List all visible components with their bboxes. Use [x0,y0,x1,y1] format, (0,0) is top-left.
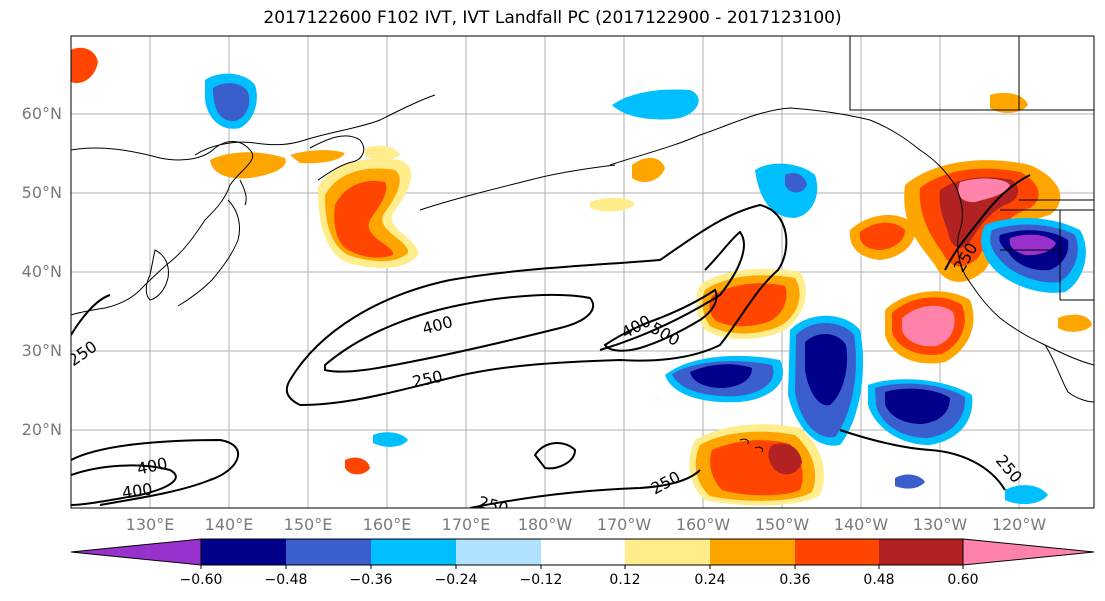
lon-label: 160°W [675,515,731,534]
coast-alaska [609,107,956,186]
contour-label: 250 [65,337,101,370]
fill-neg-wp1 [373,432,408,447]
fill-neg-siberia-mid [213,83,250,122]
contour-250-south-mid [469,469,701,508]
lat-label: 40°N [21,262,62,281]
contour-label: 400 [121,479,154,502]
fill-pos-mid [590,197,635,212]
colorbar-tick-label: 0.24 [694,572,726,588]
lat-label: 30°N [21,341,62,360]
colorbar-swatch [541,539,625,565]
contour-400-sw [71,464,177,506]
lon-label: 170°W [596,515,652,534]
coast-na-west [954,184,1094,366]
fill-pos-aleutian [632,157,665,183]
coast-aleutian-chain [419,164,616,211]
coast-hawaii [739,438,763,453]
lon-label: 170°E [441,515,491,534]
coast-mexico [1044,344,1094,403]
colorbar-swatch [286,539,371,565]
coast-kamchatka [309,135,365,181]
lon-label: 140°E [204,515,254,534]
state-lines [1000,209,1094,301]
contour-label: 400 [135,454,169,479]
fill-pos-bc-west-red [859,222,905,250]
lon-label: 120°W [991,515,1047,534]
colorbar-tick-label: 0.48 [863,572,895,588]
contour-250-wcoast [944,174,1031,271]
lon-label: 140°W [833,515,889,534]
contour-250-east-inner [599,230,745,351]
lat-label: 20°N [21,420,62,439]
contour-250-sw [71,294,240,506]
fill-pos-subtrop-pink [902,305,955,347]
contour-label: 250 [411,367,445,392]
fill-pos-wp1 [345,457,370,475]
fill-neg-aleutian [612,89,699,120]
colorbar-right-extend [962,538,1095,566]
contour-400-east [603,288,718,352]
fill-neg-gulf-nw-mid [785,173,807,193]
colorbar-tick-label: −0.36 [349,572,393,588]
contour-label: 250 [992,451,1026,487]
border-canada-us [849,36,1094,201]
lon-label: 130°W [912,515,968,534]
ivt-contours [71,174,1031,508]
colorbar-tick-label: 0.60 [947,572,979,588]
fill-neg-hawaii-west-dark [690,364,752,388]
plot-frame [70,35,1095,509]
fill-pos-kamchatka-red [334,180,394,258]
contour-400-main [324,293,595,373]
colorbar-swatch [879,539,963,565]
fill-pos-nw-corner [71,47,98,84]
contour-250-main [285,203,788,407]
contour-250-hawaii [533,442,577,470]
lon-label: 180°W [517,515,573,534]
lon-label: 160°E [362,515,412,534]
lat-label: 60°N [21,104,62,123]
colorbar-swatch [795,539,879,565]
colorbar-tick-label: −0.12 [519,572,563,588]
fill-pos-south-dark [768,443,802,475]
colorbar-swatch [201,539,286,565]
fill-neg-center-dark [805,334,848,406]
colorbar-left-extend [70,538,202,566]
contour-label: 500 [647,318,683,350]
coast-asia [71,141,253,316]
fill-neg-gulf-nw [755,163,818,218]
map-content: 400 250 400 500 250 400 400 250 250 250 … [65,36,1094,508]
fill-neg-east-sub2 [895,474,925,489]
map-title: 2017122600 F102 IVT, IVT Landfall PC (20… [263,8,842,28]
lon-label: 150°E [283,515,333,534]
fill-pos-pnw-pink [958,178,1010,203]
colorbar-tick-label: 0.12 [609,572,641,588]
fill-pos-okhotsk2 [290,150,345,164]
lon-label: 130°E [125,515,175,534]
colorbar-tick-label: 0.36 [779,572,811,588]
colorbar-frame [200,538,964,566]
lon-label: 150°W [754,515,810,534]
fill-pos-kuril [365,145,400,161]
contour-label: 400 [420,312,454,338]
fill-pos-mexico [1058,314,1092,332]
colorbar-tick-label: −0.24 [434,572,478,588]
colorbar-swatch [710,539,795,565]
colorbar [70,538,1095,569]
contour-250-south-east [839,429,1006,491]
coast-korea [145,249,169,301]
colorbar-swatch [371,539,456,565]
lat-label: 50°N [21,183,62,202]
ivt-pc-fill [71,47,1092,506]
colorbar-swatch [625,539,710,565]
colorbar-tick-label: −0.48 [264,572,308,588]
colorbar-swatch [456,539,541,565]
fill-neg-east-dark [885,388,950,424]
fill-neg-east-sub [1005,485,1048,505]
colorbar-tick-label: −0.60 [179,572,223,588]
contour-label: 250 [648,467,684,498]
coast-siberia-north [194,94,436,156]
coast-japan [177,179,247,307]
coastlines [71,36,1094,453]
